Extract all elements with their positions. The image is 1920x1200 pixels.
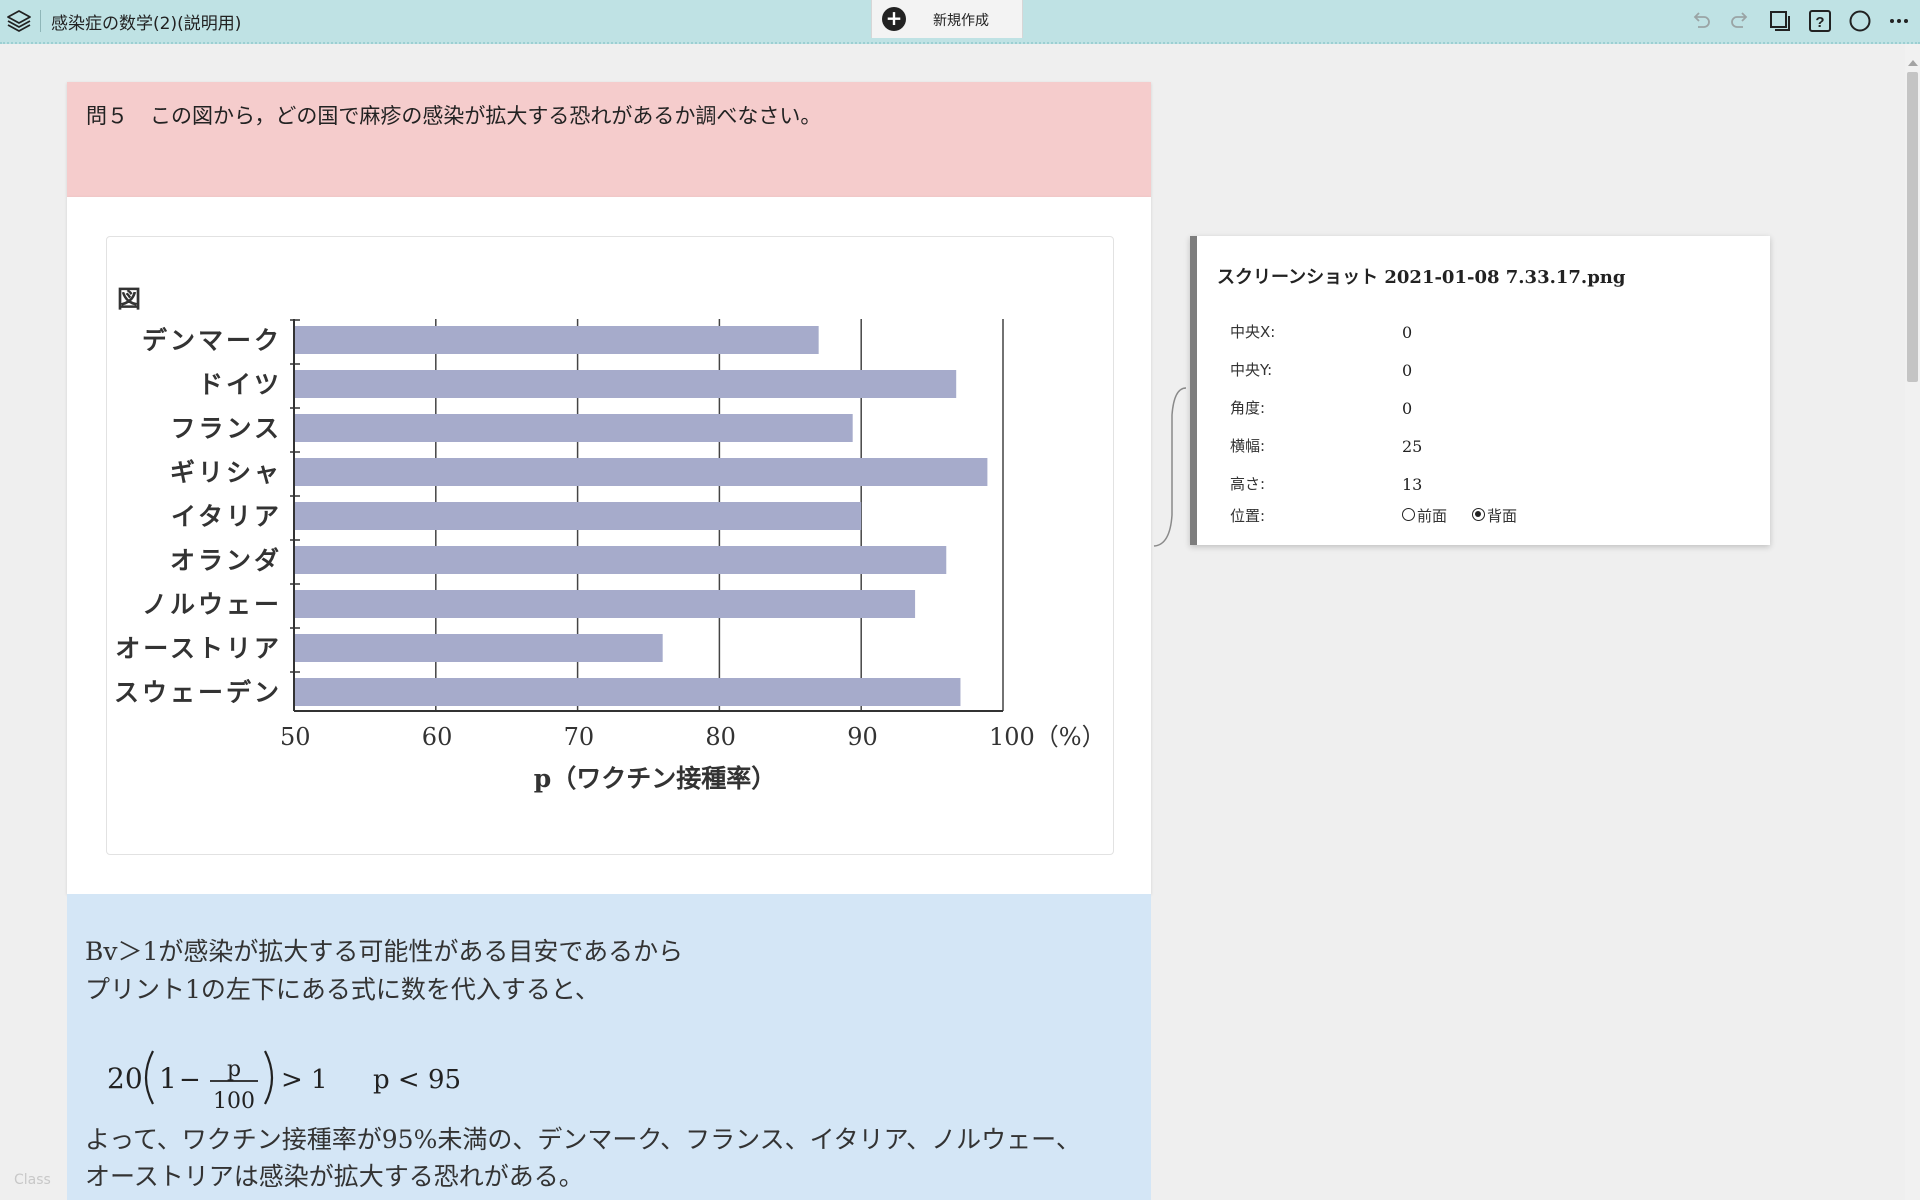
redo-icon[interactable] bbox=[1727, 8, 1753, 34]
prop-label: 中央X: bbox=[1230, 323, 1276, 341]
category-label: ドイツ bbox=[198, 370, 282, 399]
category-label: オランダ bbox=[170, 546, 282, 575]
document-title: 感染症の数学(2)(説明用) bbox=[51, 14, 242, 34]
x-tick-label: 80 bbox=[705, 723, 736, 751]
bar bbox=[294, 326, 819, 354]
width-value[interactable]: 25 bbox=[1402, 437, 1423, 456]
help-icon[interactable]: ? bbox=[1807, 8, 1833, 34]
formula-numerator: p bbox=[227, 1057, 241, 1082]
screenshot-image[interactable]: 図デンマークドイツフランスギリシャイタリアオランダノルウェーオーストリア スウェー… bbox=[106, 236, 1114, 855]
category-label: ノルウェー bbox=[142, 590, 282, 619]
angle-value[interactable]: 0 bbox=[1402, 399, 1413, 418]
new-create-label: 新規作成 bbox=[933, 13, 989, 29]
layers-icon[interactable] bbox=[6, 8, 32, 34]
plus-icon: + bbox=[882, 7, 906, 31]
svg-text:?: ? bbox=[1815, 14, 1824, 31]
question-body: この図から，どの国で麻疹の感染が拡大する恐れがあるか調べなさい。 bbox=[150, 104, 822, 128]
prop-row-center-y: 中央Y: 0 bbox=[1197, 359, 1757, 385]
bar bbox=[294, 414, 853, 442]
prop-label: 高さ: bbox=[1230, 475, 1266, 493]
bar bbox=[294, 502, 862, 530]
position-back-radio[interactable] bbox=[1472, 508, 1485, 521]
chart-title: 図 bbox=[117, 284, 141, 313]
formula-one: 1 bbox=[159, 1062, 177, 1095]
answer-line-1: Bv＞1が感染が拡大する可能性がある目安であるから bbox=[85, 937, 684, 966]
bar bbox=[294, 634, 663, 662]
question-card[interactable]: 問５ この図から，どの国で麻疹の感染が拡大する恐れがあるか調べなさい。 bbox=[67, 82, 1151, 197]
category-label: フランス bbox=[170, 414, 282, 443]
scroll-up-arrow-icon[interactable] bbox=[1908, 60, 1918, 66]
x-tick-label: 50 bbox=[280, 723, 311, 751]
x-tick-label: 90 bbox=[847, 723, 878, 751]
prop-row-width: 横幅: 25 bbox=[1197, 435, 1757, 461]
prop-label: 中央Y: bbox=[1230, 361, 1273, 379]
formula-minus: − bbox=[179, 1065, 201, 1095]
formula-denominator: 100 bbox=[213, 1089, 255, 1114]
x-tick-label: 100（%） bbox=[989, 723, 1106, 751]
category-label: オーストリア bbox=[115, 634, 282, 663]
x-tick-label: 70 bbox=[564, 723, 595, 751]
bar bbox=[294, 678, 961, 706]
formula-coefficient: 20 bbox=[107, 1062, 143, 1095]
more-icon[interactable] bbox=[1886, 8, 1912, 34]
height-value[interactable]: 13 bbox=[1402, 475, 1423, 494]
prop-label: 横幅: bbox=[1230, 437, 1266, 455]
bar bbox=[294, 590, 916, 618]
category-label: ギリシャ bbox=[170, 458, 282, 487]
category-label: デンマーク bbox=[142, 326, 282, 355]
bar bbox=[294, 458, 988, 486]
center-x-value[interactable]: 0 bbox=[1402, 323, 1413, 342]
circle-icon[interactable] bbox=[1847, 8, 1873, 34]
x-tick-label: 60 bbox=[422, 723, 453, 751]
prop-row-angle: 角度: 0 bbox=[1197, 397, 1757, 423]
question-text: 問５ この図から，どの国で麻疹の感染が拡大する恐れがあるか調べなさい。 bbox=[86, 100, 821, 130]
formula-result: p < 95 bbox=[373, 1065, 461, 1095]
inequality-formula: 20 1 − p 100 > 1 p < 95 bbox=[107, 1050, 461, 1114]
image-properties-panel: スクリーンショット 2021-01-08 7.33.17.png 中央X: 0 … bbox=[1190, 236, 1770, 545]
copy-pages-icon[interactable] bbox=[1767, 8, 1793, 34]
category-label: イタリア bbox=[171, 502, 282, 531]
question-number: 問５ bbox=[86, 104, 128, 128]
prop-label: 角度: bbox=[1230, 399, 1266, 417]
center-y-value[interactable]: 0 bbox=[1402, 361, 1413, 380]
prop-row-center-x: 中央X: 0 bbox=[1197, 321, 1757, 347]
prop-label: 位置: bbox=[1230, 507, 1266, 525]
scrollbar-thumb[interactable] bbox=[1907, 72, 1918, 382]
undo-icon[interactable] bbox=[1688, 8, 1714, 34]
answer-line-4: オーストリアは感染が拡大する恐れがある。 bbox=[85, 1162, 584, 1191]
answer-card[interactable]: Bv＞1が感染が拡大する可能性がある目安であるから プリント1の左下にある式に数… bbox=[67, 894, 1151, 1200]
x-axis-label: p（ワクチン接種率） bbox=[534, 764, 776, 793]
bar bbox=[294, 546, 947, 574]
category-label: スウェーデン bbox=[114, 678, 282, 707]
prop-row-position: 位置: 前面 背面 bbox=[1197, 505, 1757, 531]
toolbar-divider bbox=[40, 10, 41, 32]
answer-line-3: よって、ワクチン接種率が95%未満の、デンマーク、フランス、イタリア、ノルウェー… bbox=[85, 1125, 1081, 1154]
prop-row-height: 高さ: 13 bbox=[1197, 473, 1757, 499]
position-back-label[interactable]: 背面 bbox=[1487, 507, 1518, 525]
top-toolbar: 感染症の数学(2)(説明用) + 新規作成 ? bbox=[0, 0, 1920, 44]
bar bbox=[294, 370, 957, 398]
panel-file-name: スクリーンショット 2021-01-08 7.33.17.png bbox=[1217, 267, 1626, 288]
figure-card[interactable]: 図デンマークドイツフランスギリシャイタリアオランダノルウェーオーストリア スウェー… bbox=[67, 197, 1151, 894]
position-front-radio[interactable] bbox=[1402, 508, 1415, 521]
new-create-button[interactable]: + 新規作成 bbox=[871, 0, 1023, 38]
answer-line-2: プリント1の左下にある式に数を代入すると、 bbox=[85, 975, 600, 1004]
formula-gt: > 1 bbox=[281, 1065, 328, 1095]
footer-watermark: Class bbox=[14, 1172, 51, 1188]
vaccination-bar-chart: 図デンマークドイツフランスギリシャイタリアオランダノルウェーオーストリアスウェー… bbox=[114, 284, 1106, 793]
panel-connector bbox=[1153, 387, 1187, 547]
position-front-label[interactable]: 前面 bbox=[1417, 507, 1448, 525]
